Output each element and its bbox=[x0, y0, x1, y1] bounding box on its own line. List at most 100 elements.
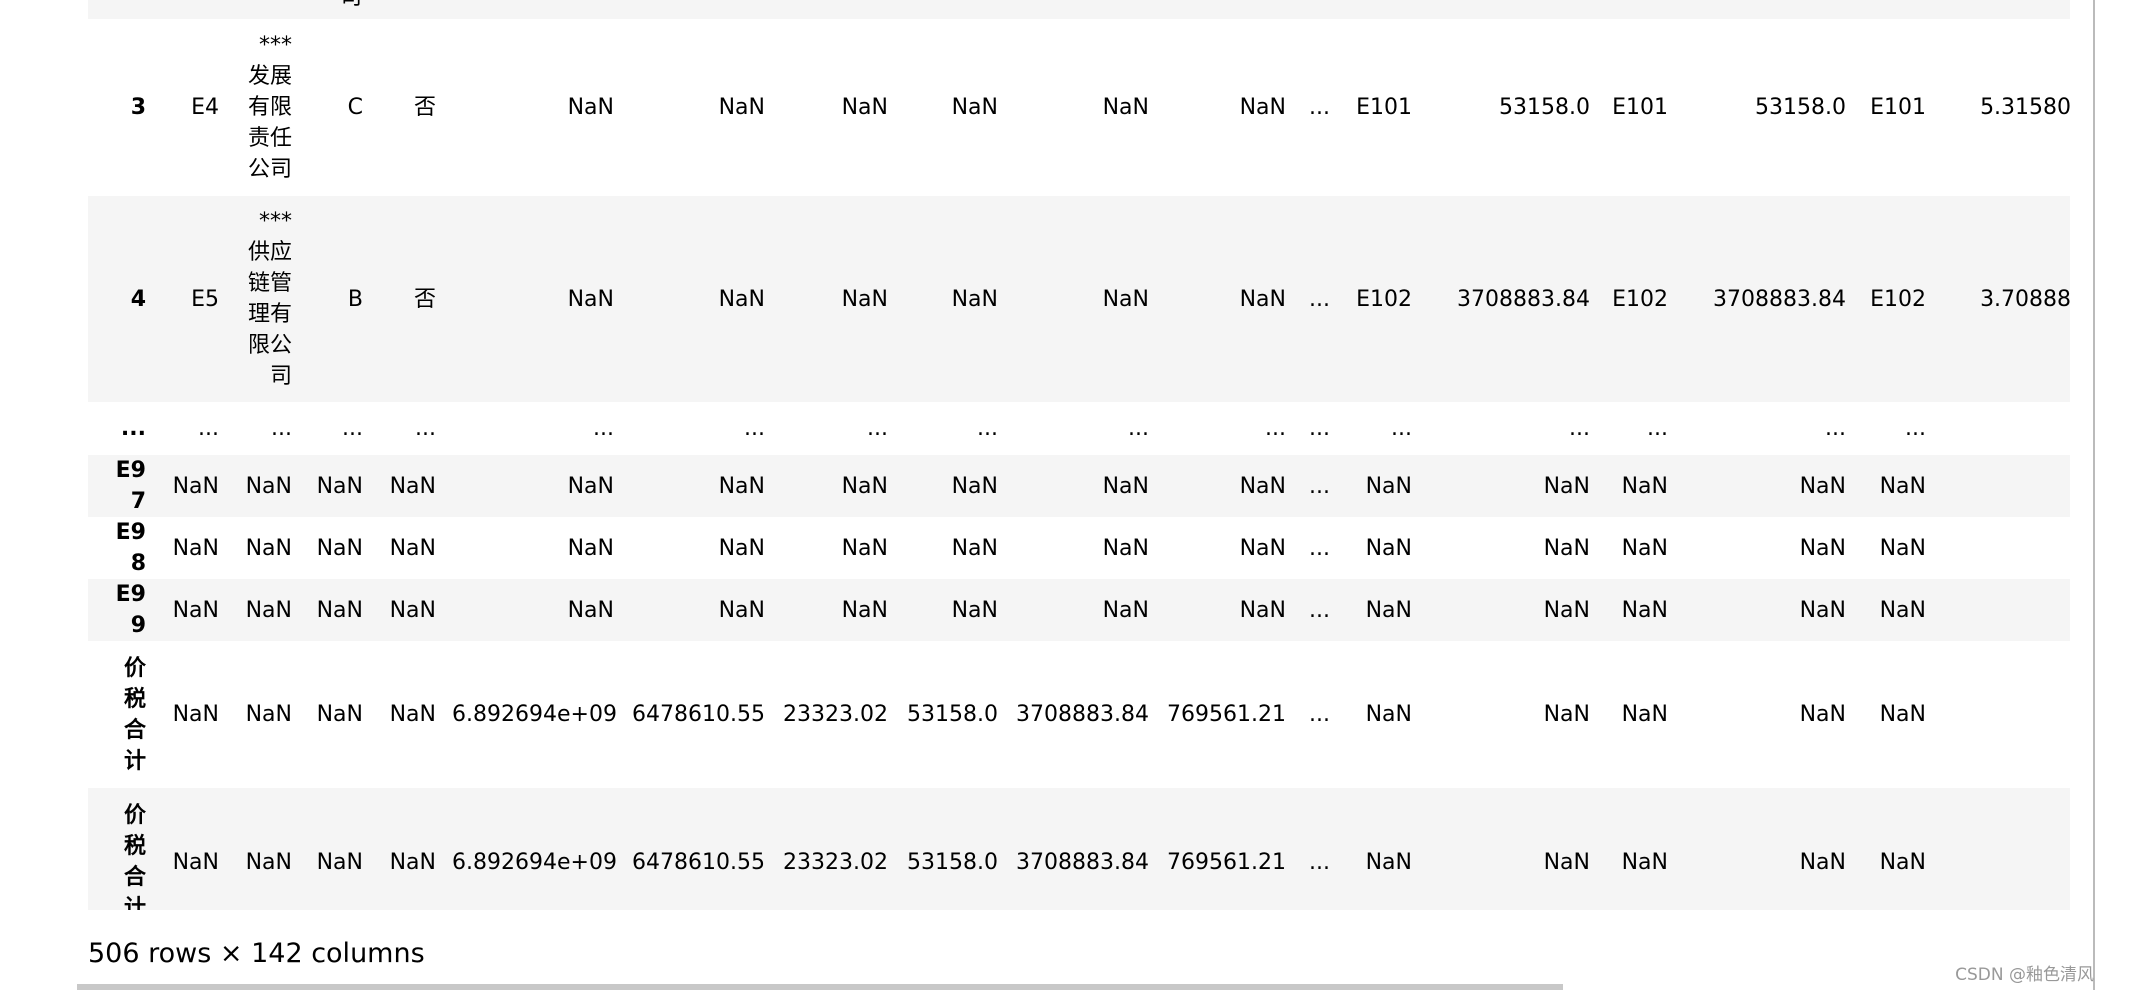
cell: ... bbox=[593, 416, 614, 441]
cell: ... bbox=[1309, 473, 1330, 499]
cell: NaN bbox=[1879, 597, 1926, 623]
cell: NaN bbox=[1879, 702, 1926, 727]
cell: NaN bbox=[1543, 702, 1590, 727]
row-index: ... bbox=[120, 416, 146, 441]
cell: ... bbox=[271, 416, 292, 441]
cell: NaN bbox=[316, 535, 363, 561]
cell: 769561.21 bbox=[1167, 849, 1286, 875]
cell: NaN bbox=[1799, 702, 1846, 727]
cell: E102 bbox=[1870, 286, 1926, 312]
divider bbox=[2093, 0, 2095, 990]
cell: NaN bbox=[567, 286, 614, 312]
table-row: 价税合计 NaN NaN NaN NaN 6.892694e+09 6478610.55 23… bbox=[88, 641, 2070, 788]
cell: ... bbox=[1934, 402, 2070, 455]
cell: NaN bbox=[245, 597, 292, 623]
cell: 53158.0 bbox=[907, 849, 998, 875]
cell: NaN bbox=[1365, 597, 1412, 623]
cell: NaN bbox=[1543, 473, 1590, 499]
cell: NaN bbox=[1365, 535, 1412, 561]
row-index: E98 bbox=[115, 520, 146, 576]
scrollbar[interactable] bbox=[77, 984, 1563, 990]
cell: C bbox=[347, 95, 363, 120]
cell: NaN bbox=[389, 849, 436, 875]
cell: 53158.0 bbox=[907, 702, 998, 727]
cell: NaN bbox=[718, 286, 765, 312]
cell: NaN bbox=[1934, 788, 2070, 910]
cell: NaN bbox=[316, 849, 363, 875]
cell: 3708883.84 bbox=[1713, 286, 1846, 312]
cell: 3708883.84 bbox=[1016, 702, 1149, 727]
cell: NaN bbox=[1543, 849, 1590, 875]
cell: NaN bbox=[567, 95, 614, 120]
cell: 53158.0 bbox=[1499, 95, 1590, 120]
cell: NaN bbox=[172, 597, 219, 623]
cell: ... bbox=[1825, 416, 1846, 441]
cell: ... bbox=[1309, 535, 1330, 561]
cell: 769561.21 bbox=[1167, 702, 1286, 727]
cell: B bbox=[347, 286, 363, 312]
cell: NaN bbox=[316, 702, 363, 727]
cell: NaN bbox=[841, 597, 888, 623]
cell: ... bbox=[1309, 286, 1330, 312]
cell: NaN bbox=[1799, 597, 1846, 623]
cell: NaN bbox=[1621, 535, 1668, 561]
cell: NaN bbox=[1102, 597, 1149, 623]
cell: 23323.02 bbox=[783, 702, 888, 727]
cell: NaN bbox=[718, 473, 765, 499]
cell: NaN bbox=[718, 95, 765, 120]
cell: NaN bbox=[567, 473, 614, 499]
cell: NaN bbox=[1934, 641, 2070, 788]
cell: NaN bbox=[1621, 849, 1668, 875]
cell: ... bbox=[1309, 416, 1330, 441]
cell: NaN bbox=[951, 95, 998, 120]
dataframe: 司 3E4***发展有限责任公司C否NaNNaNNaNNaNNaNNaN...E… bbox=[88, 0, 2070, 910]
cell: NaN bbox=[841, 473, 888, 499]
cell: E102 bbox=[1612, 286, 1668, 312]
cell: ... bbox=[1265, 416, 1286, 441]
cell: NaN bbox=[1365, 473, 1412, 499]
cell: ... bbox=[1309, 597, 1330, 623]
cell: ***供应链管理有限公司 bbox=[247, 209, 292, 389]
row-index: 价税合计 bbox=[123, 655, 146, 774]
cell: E101 bbox=[1356, 95, 1412, 120]
cell: NaN bbox=[841, 535, 888, 561]
cell: NaN bbox=[1102, 286, 1149, 312]
cell: NaN bbox=[1934, 517, 2070, 579]
cell: 6478610.55 bbox=[632, 702, 765, 727]
cell: 53158.0 bbox=[1755, 95, 1846, 120]
cell: NaN bbox=[841, 95, 888, 120]
cell: ... bbox=[1309, 702, 1330, 727]
cell: E4 bbox=[191, 95, 219, 120]
cell: NaN bbox=[567, 535, 614, 561]
cell: NaN bbox=[951, 535, 998, 561]
cell: ... bbox=[415, 416, 436, 441]
cell: ... bbox=[1128, 416, 1149, 441]
table-row: 4 E5 ***供应链管理有限公司 B 否 NaN NaN NaN NaN NaN NaN... E1… bbox=[88, 196, 2070, 402]
cell: NaN bbox=[1621, 597, 1668, 623]
cell: ... bbox=[342, 416, 363, 441]
cell: NaN bbox=[389, 597, 436, 623]
cell: NaN bbox=[1879, 473, 1926, 499]
cell: NaN bbox=[172, 473, 219, 499]
cell: NaN bbox=[718, 597, 765, 623]
cell: E101 bbox=[1870, 95, 1926, 120]
cell: NaN bbox=[245, 535, 292, 561]
cell: NaN bbox=[1621, 702, 1668, 727]
cell: NaN bbox=[172, 535, 219, 561]
shape-info: 506 rows × 142 columns bbox=[88, 938, 425, 969]
table: 3 E4 ***发展有限责任公司 C 否 NaN NaN NaN NaN NaN NaN... E10… bbox=[88, 19, 2070, 910]
cell: 3.708884e+06 bbox=[1980, 286, 2070, 312]
cell: ... bbox=[1309, 95, 1330, 120]
table-row: E99 NaN NaN NaN NaN NaN NaN NaN NaN NaN NaN... NaN N… bbox=[88, 579, 2070, 641]
cell: NaN bbox=[1239, 95, 1286, 120]
cell: NaN bbox=[718, 535, 765, 561]
partial-row: 司 bbox=[88, 0, 2070, 19]
cell: ... bbox=[1391, 416, 1412, 441]
row-index: 4 bbox=[130, 286, 146, 312]
cell: 3708883.84 bbox=[1016, 849, 1149, 875]
cell: NaN bbox=[1934, 579, 2070, 641]
cell: NaN bbox=[172, 702, 219, 727]
cell: E101 bbox=[1612, 95, 1668, 120]
cell: 3708883.84 bbox=[1457, 286, 1590, 312]
